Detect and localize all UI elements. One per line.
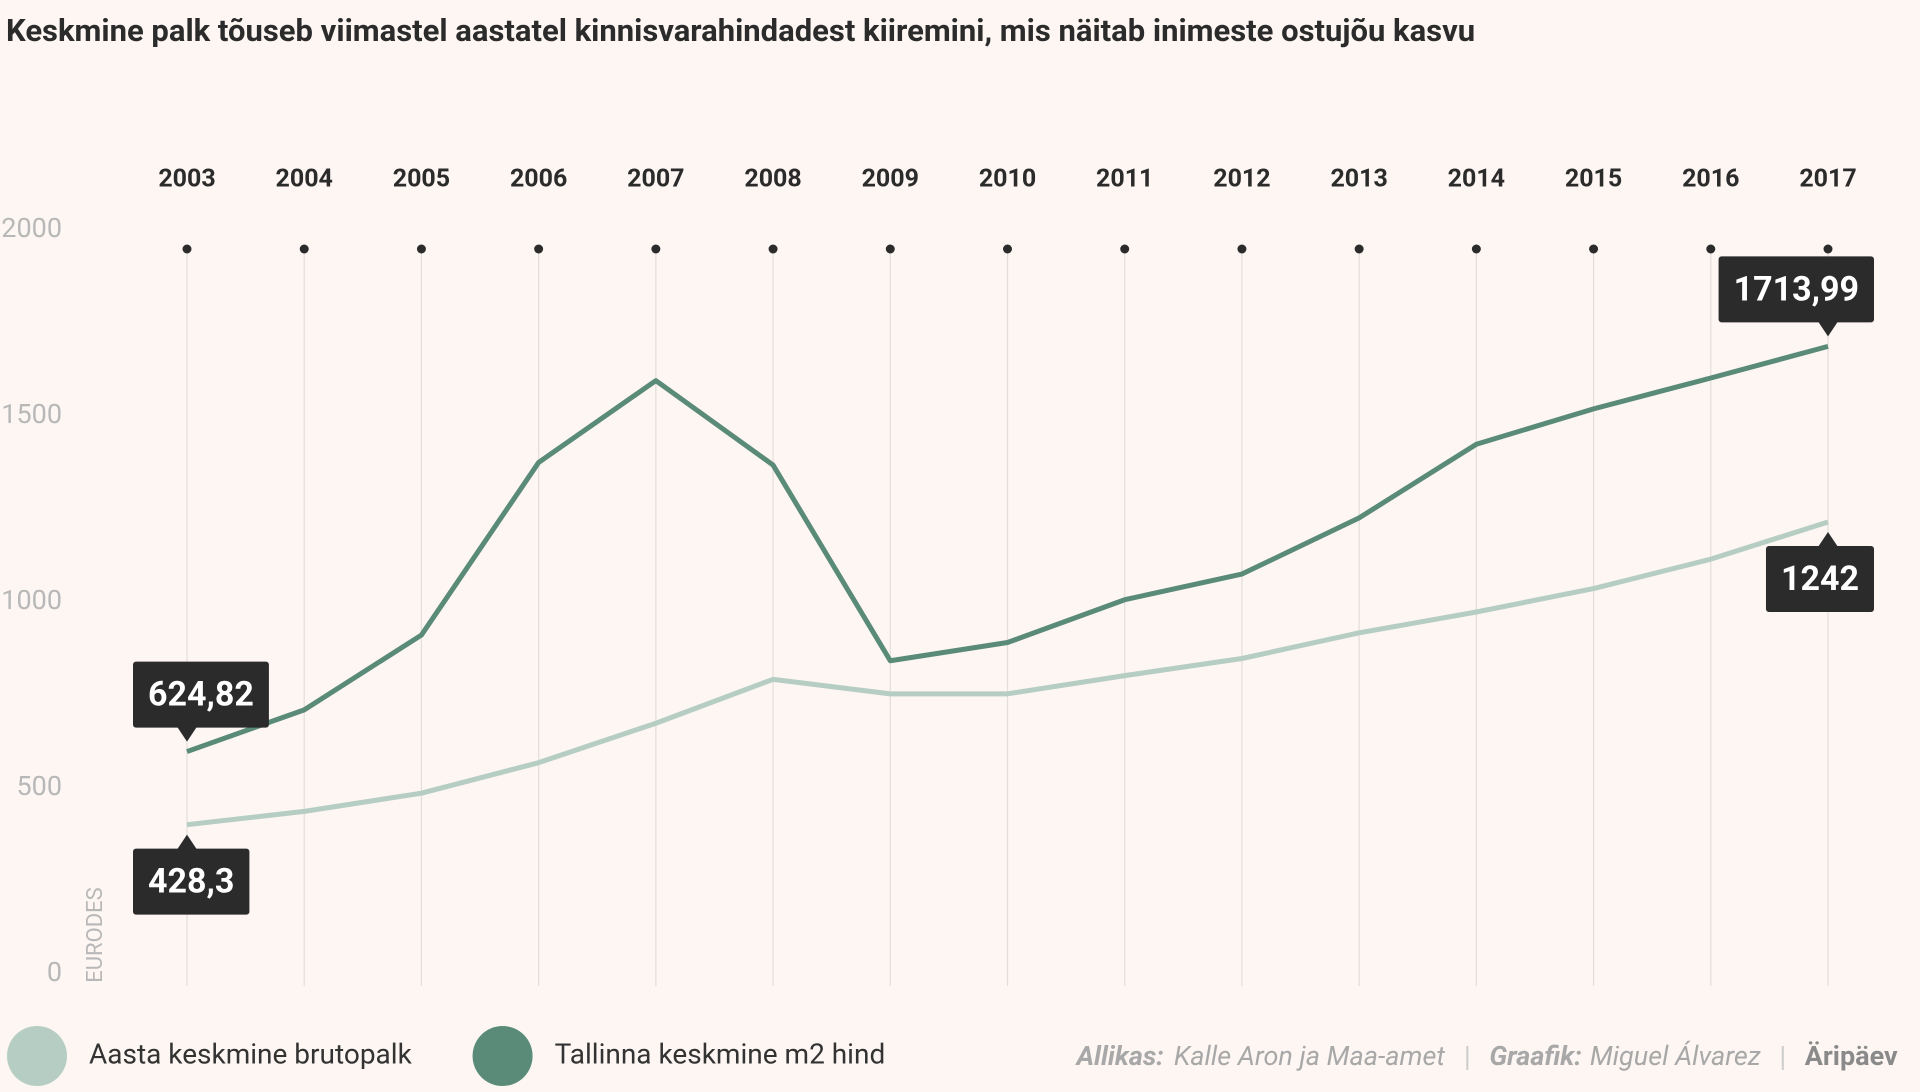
x-tick-label: 2016 [1682,165,1739,194]
value-label-text: 1242 [1781,559,1859,599]
y-tick-label: 1500 [1,398,62,430]
value-label-text: 1713,99 [1734,269,1859,309]
year-dot [768,244,778,254]
x-tick-label: 2005 [393,165,450,194]
x-tick-label: 2011 [1096,165,1153,194]
year-dot [1706,244,1716,254]
y-tick-label: 2000 [1,212,62,244]
x-tick-label: 2006 [510,165,567,194]
source: Kalle Aron ja Maa-amet [1174,1040,1445,1072]
x-tick-label: 2004 [276,165,333,194]
label-box [133,848,250,915]
year-dot [534,244,544,254]
value-label-text: 428,3 [148,862,234,902]
publisher: Äripäev [1805,1040,1898,1072]
label-pointer [177,726,197,742]
year-dot [299,244,309,254]
year-dot [182,244,192,254]
label-pointer [1818,321,1838,337]
year-dot [416,244,426,254]
label-pointer [177,834,197,850]
label-box [1718,256,1874,323]
year-dot [1471,244,1481,254]
value-label: 1242 [1765,531,1874,612]
value-label: 428,3 [133,834,250,915]
year-dot [885,244,895,254]
source-label: Allikas: [1074,1040,1163,1072]
x-tick-label: 2008 [744,165,801,194]
x-tick-label: 2003 [158,165,215,194]
label-box [133,661,269,728]
x-tick-label: 2012 [1213,165,1270,194]
year-dot [1354,244,1364,254]
x-tick-label: 2014 [1448,165,1505,194]
chart-title: Keskmine palk tõuseb viimastel aastatel … [6,12,1475,49]
x-tick-label: 2010 [979,165,1036,194]
footer: Allikas: Kalle Aron ja Maa-amet Graafik:… [1074,1040,1898,1072]
credit: Miguel Álvarez [1590,1040,1761,1072]
x-tick-label: 2007 [627,165,684,194]
label-pointer [1818,531,1838,547]
legend-label: Tallinna keskmine m2 hind [555,1037,886,1070]
y-tick-label: 500 [16,770,62,802]
value-label-text: 624,82 [148,675,254,715]
y-tick-label: 0 [47,956,62,988]
label-box [1765,545,1874,612]
year-dot [1120,244,1130,254]
x-tick-label: 2009 [862,165,919,194]
x-tick-label: 2013 [1330,165,1387,194]
year-dot [1237,244,1247,254]
credit-label: Graafik: [1489,1040,1582,1072]
line [186,343,1829,754]
value-label: 624,82 [133,661,269,742]
year-dot [1589,244,1599,254]
line [186,519,1829,828]
legend-swatch [7,1026,67,1086]
year-dot [1003,244,1012,254]
y-tick-label: 1000 [1,584,62,616]
y-axis-label: EURODES [83,887,108,982]
legend-swatch [472,1026,533,1086]
year-dot [1823,244,1833,254]
year-dot [651,244,661,254]
x-tick-label: 2017 [1799,165,1856,194]
x-tick-label: 2015 [1565,165,1622,194]
legend-label: Aasta keskmine brutopalk [89,1037,413,1070]
value-label: 1713,99 [1718,256,1874,337]
